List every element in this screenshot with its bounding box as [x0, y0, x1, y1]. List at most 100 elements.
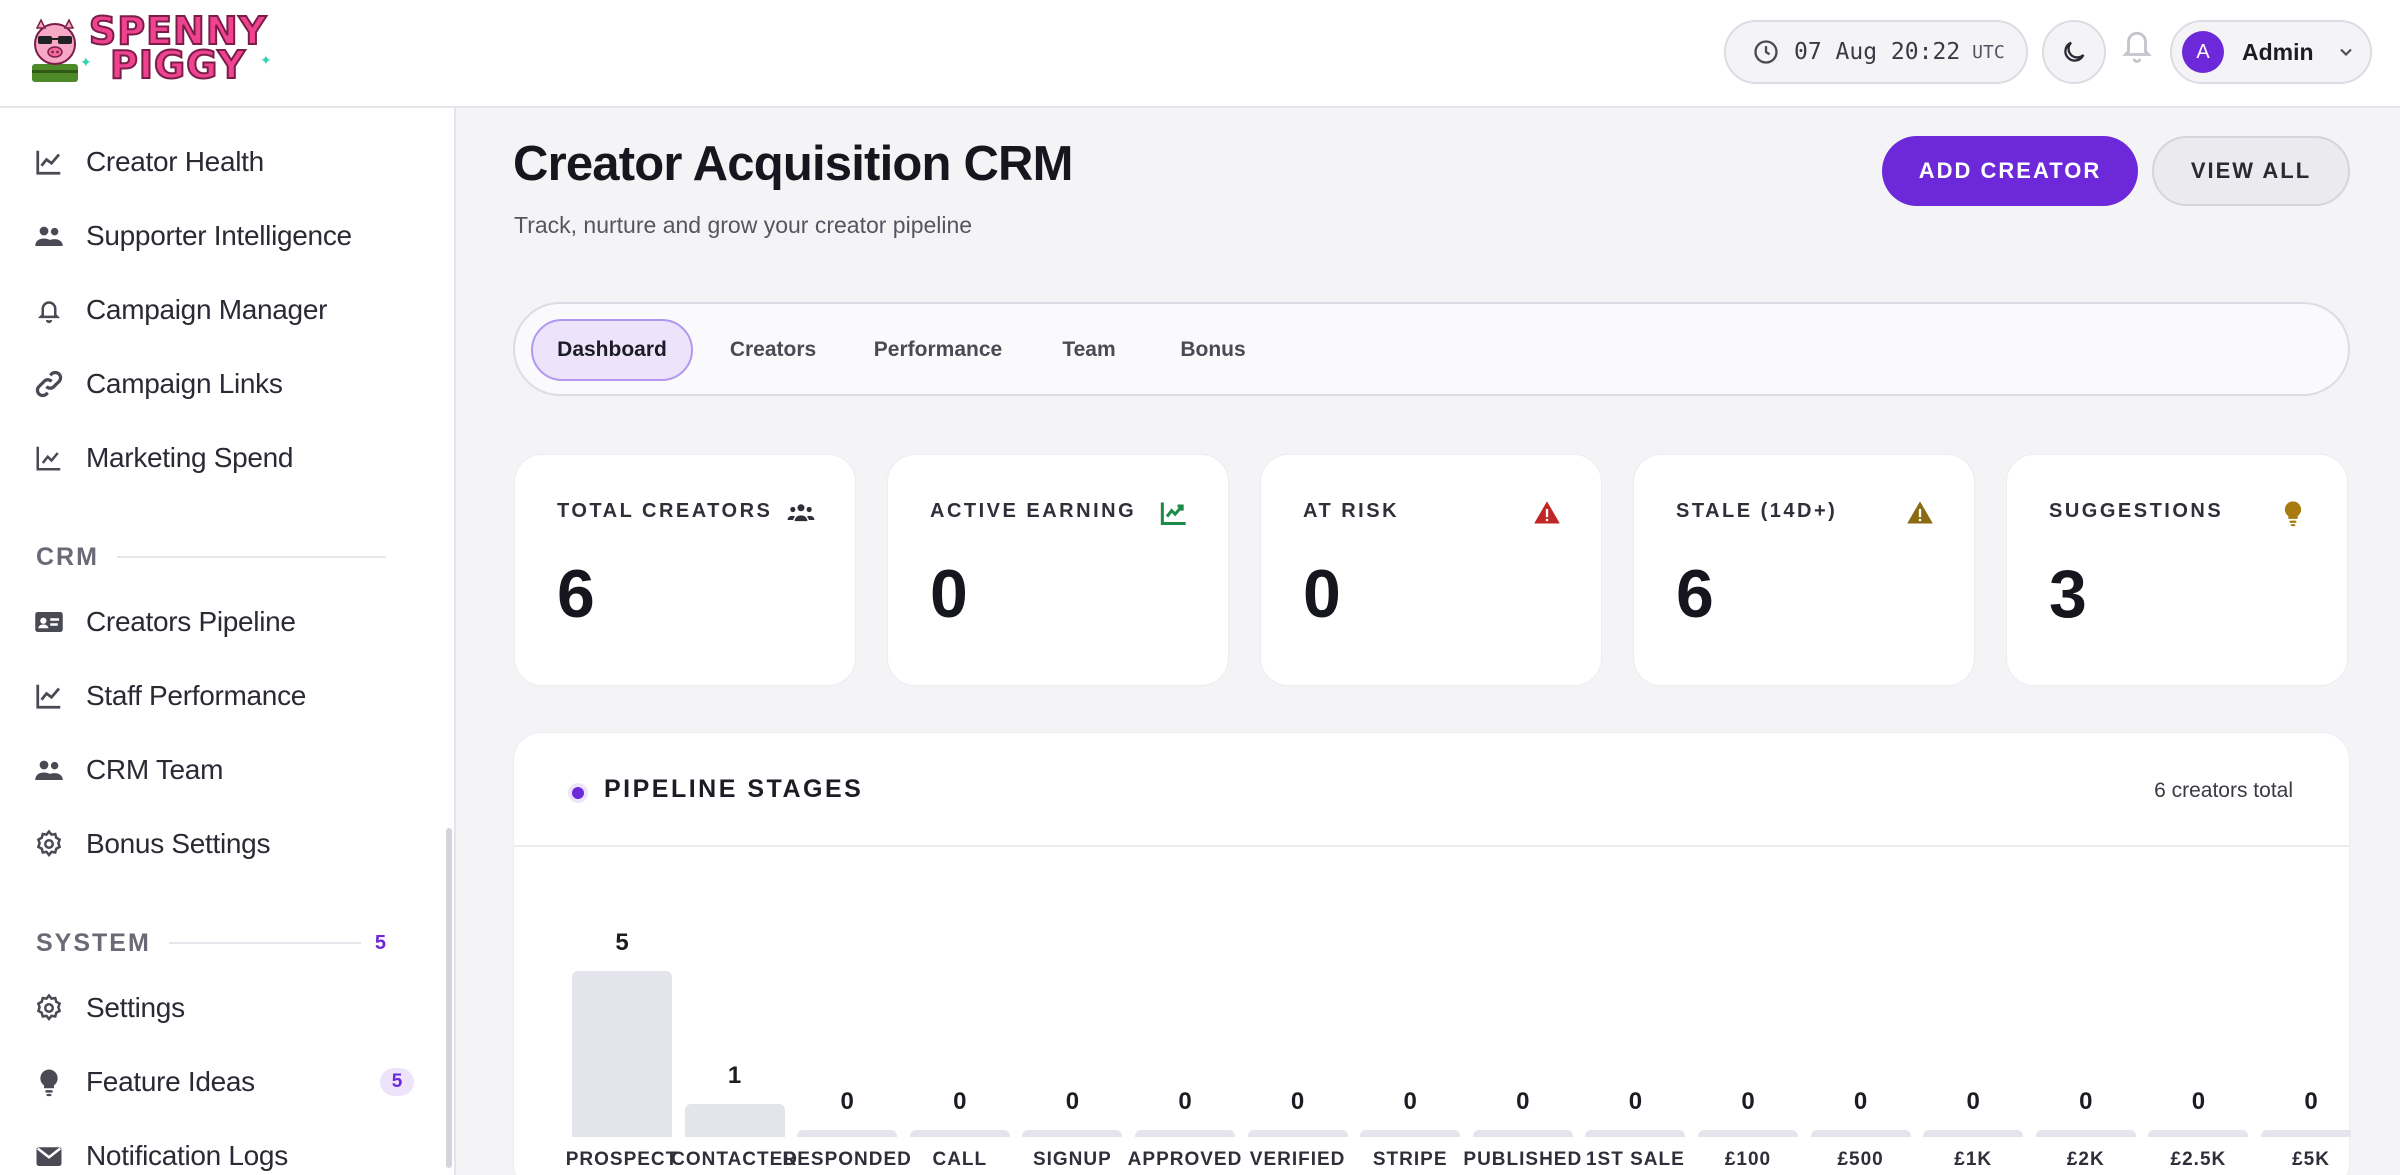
app-logo[interactable]: SPENNY PIGGY ✦ ✦	[28, 11, 274, 88]
chart-bar[interactable]	[1360, 1130, 1461, 1137]
sidebar-item-label: Staff Performance	[86, 680, 307, 711]
bar-category-label: £1K	[1954, 1149, 1993, 1170]
chevron-down-icon	[2339, 48, 2352, 56]
bar-value-label: 0	[1516, 1088, 1530, 1115]
users-icon	[35, 226, 63, 246]
bar-category-label: 1ST SALE	[1585, 1149, 1685, 1170]
sidebar-item-creators-pipeline[interactable]: Creators Pipeline	[34, 597, 414, 647]
sidebar-item-notification-logs[interactable]: Notification Logs	[34, 1131, 414, 1175]
section-title: CRM	[36, 542, 99, 571]
clock-time: 07 Aug 20:22	[1794, 39, 1961, 65]
stat-card-active-earning[interactable]: ACTIVE EARNING 0	[887, 454, 1229, 686]
tab-dashboard[interactable]: Dashboard	[531, 319, 693, 381]
chart-bar[interactable]	[797, 1130, 898, 1137]
stat-label: SUGGESTIONS	[2049, 500, 2224, 522]
chart-bar[interactable]	[1585, 1130, 1686, 1137]
stat-value: 0	[930, 556, 968, 632]
sidebar-section-crm: CRM	[36, 537, 386, 577]
view-all-button[interactable]: VIEW ALL	[2152, 136, 2350, 206]
sidebar-item-label: CRM Team	[86, 754, 224, 785]
sidebar-item-campaign-links[interactable]: Campaign Links	[34, 359, 414, 409]
chart-bar[interactable]	[2261, 1130, 2351, 1137]
bar-value-label: 0	[2191, 1088, 2206, 1115]
section-divider	[168, 942, 361, 944]
stat-card-at-risk[interactable]: AT RISK 0	[1260, 454, 1602, 686]
sidebar-item-feature-ideas[interactable]: Feature Ideas 5	[34, 1057, 414, 1107]
page-title: Creator Acquisition CRM	[513, 137, 1073, 191]
add-creator-button[interactable]: ADD CREATOR	[1882, 136, 2138, 206]
sidebar-item-bonus-settings[interactable]: Bonus Settings	[34, 819, 414, 869]
stat-card-total-creators[interactable]: TOTAL CREATORS 6	[514, 454, 856, 686]
bar-category-label: APPROVED	[1127, 1149, 1243, 1170]
sidebar-item-supporter-intelligence[interactable]: Supporter Intelligence	[34, 211, 414, 261]
bar-category-label: CONTACTED	[671, 1149, 799, 1170]
bar-value-label: 0	[1290, 1088, 1305, 1115]
stat-card-stale[interactable]: STALE (14D+) 6	[1633, 454, 1975, 686]
bar-category-label: SIGNUP	[1032, 1149, 1112, 1170]
section-divider	[116, 556, 386, 558]
bar-category-label: PROSPECT	[565, 1149, 679, 1170]
clock-icon	[1754, 40, 1778, 64]
sidebar-item-creator-health[interactable]: Creator Health	[34, 137, 414, 187]
stat-label: TOTAL CREATORS	[557, 500, 773, 522]
stat-value: 6	[1676, 556, 1714, 632]
pig-mascot-icon	[32, 18, 78, 82]
tab-creators[interactable]: Creators	[729, 338, 817, 361]
count-badge: 5	[380, 1068, 414, 1096]
chart-bar[interactable]	[1247, 1130, 1348, 1137]
sparkle-icon: ✦	[260, 52, 272, 68]
bar-category-label: STRIPE	[1372, 1149, 1448, 1170]
bar-category-label: VERIFIED	[1249, 1149, 1346, 1170]
warning-icon	[1907, 501, 1933, 524]
logo-wordmark: SPENNY PIGGY	[88, 11, 268, 87]
chart-bar[interactable]	[684, 1103, 785, 1137]
bell-icon	[37, 301, 61, 324]
gear-icon	[36, 829, 62, 858]
chart-bar[interactable]	[1135, 1130, 1235, 1137]
stat-label: ACTIVE EARNING	[930, 500, 1137, 522]
bar-category-label: £5K	[2292, 1149, 2330, 1170]
sidebar-item-staff-performance[interactable]: Staff Performance	[34, 671, 414, 721]
section-count-badge: 5	[374, 931, 386, 954]
chart-bar[interactable]	[909, 1130, 1010, 1137]
bar-category-label: £100	[1724, 1149, 1772, 1170]
notification-bell-icon[interactable]	[2120, 26, 2154, 66]
chart-bar[interactable]	[1698, 1130, 1798, 1137]
chart-icon	[36, 446, 61, 471]
sidebar-item-settings[interactable]: Settings	[34, 983, 414, 1033]
bar-category-label: £2K	[2066, 1149, 2105, 1170]
chart-bar[interactable]	[1923, 1130, 2024, 1137]
bar-category-label: RESPONDED	[782, 1149, 912, 1170]
bar-category-label: PUBLISHED	[1463, 1149, 1583, 1170]
tab-performance[interactable]: Performance	[873, 338, 1003, 361]
sidebar-item-marketing-spend[interactable]: Marketing Spend	[34, 433, 414, 483]
theme-toggle-button[interactable]	[2042, 20, 2106, 84]
chart-bar[interactable]	[1472, 1130, 1573, 1137]
stat-card-suggestions[interactable]: SUGGESTIONS 3	[2006, 454, 2348, 686]
stat-value: 6	[557, 556, 595, 632]
sidebar-item-crm-team[interactable]: CRM Team	[34, 745, 414, 795]
bar-category-label: CALL	[932, 1149, 988, 1170]
user-menu[interactable]: A Admin	[2170, 20, 2372, 84]
chart-bar[interactable]	[1810, 1130, 1911, 1137]
sidebar-section-system: SYSTEM 5	[36, 923, 386, 963]
stat-value: 0	[1303, 556, 1341, 632]
logo-line-2: PIGGY	[109, 43, 247, 87]
chart-bar[interactable]	[2148, 1130, 2249, 1137]
chart-bar[interactable]	[572, 971, 672, 1137]
bar-value-label: 0	[1853, 1088, 1868, 1115]
tab-team[interactable]: Team	[1062, 338, 1116, 361]
chart-bar[interactable]	[1022, 1130, 1123, 1137]
clock-display[interactable]: 07 Aug 20:22 UTC	[1724, 20, 2028, 84]
sparkle-icon: ✦	[80, 54, 92, 70]
status-dot-icon	[572, 787, 584, 799]
chart-bar[interactable]	[2035, 1130, 2136, 1137]
tab-bonus[interactable]: Bonus	[1180, 338, 1246, 361]
bar-value-label: 0	[1403, 1088, 1417, 1115]
sidebar-scrollbar[interactable]	[446, 828, 452, 1168]
sidebar-item-campaign-manager[interactable]: Campaign Manager	[34, 285, 414, 335]
user-name: Admin	[2242, 38, 2314, 65]
pipeline-stages-panel: PIPELINE STAGES 6 creators total 5 PROSPE…	[513, 732, 2351, 1175]
bar-category-label: £500	[1837, 1149, 1884, 1170]
bar-value-label: 1	[727, 1061, 742, 1089]
